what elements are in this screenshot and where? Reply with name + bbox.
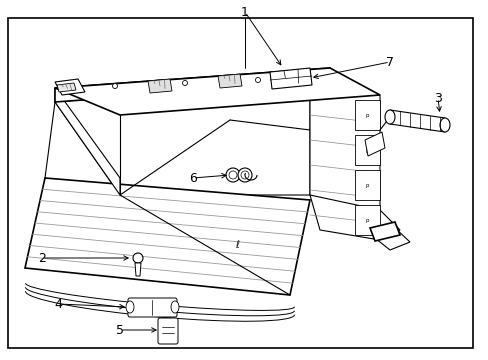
Circle shape [238, 168, 251, 182]
Ellipse shape [439, 118, 449, 132]
Polygon shape [55, 79, 85, 95]
Circle shape [112, 84, 117, 89]
Ellipse shape [171, 301, 179, 313]
Text: 4: 4 [54, 297, 62, 310]
Polygon shape [309, 195, 399, 240]
Polygon shape [25, 178, 309, 295]
Circle shape [133, 253, 142, 263]
Circle shape [182, 81, 187, 86]
Text: p: p [365, 183, 368, 188]
Polygon shape [55, 68, 329, 102]
Text: 5: 5 [116, 324, 124, 337]
Bar [354, 100, 379, 130]
Polygon shape [269, 68, 311, 89]
Polygon shape [57, 83, 76, 92]
Text: p: p [365, 148, 368, 153]
Ellipse shape [126, 301, 134, 313]
Circle shape [255, 77, 260, 82]
Circle shape [225, 168, 240, 182]
Polygon shape [135, 263, 141, 276]
Text: $\ell$: $\ell$ [235, 238, 240, 250]
Ellipse shape [384, 110, 394, 124]
Polygon shape [55, 88, 120, 195]
Text: 2: 2 [38, 252, 46, 265]
Polygon shape [369, 222, 399, 241]
Circle shape [228, 171, 237, 179]
Circle shape [241, 171, 248, 179]
FancyBboxPatch shape [128, 298, 177, 317]
Text: 3: 3 [433, 91, 441, 104]
Bar [354, 135, 379, 165]
Bar [354, 170, 379, 200]
Polygon shape [55, 68, 379, 115]
Polygon shape [55, 82, 309, 195]
Polygon shape [218, 74, 242, 88]
Polygon shape [364, 132, 384, 156]
Text: p: p [365, 217, 368, 222]
Polygon shape [309, 82, 379, 240]
Polygon shape [389, 110, 444, 132]
Text: 1: 1 [241, 5, 248, 18]
Text: 7: 7 [385, 55, 393, 68]
Text: 6: 6 [189, 171, 197, 185]
Polygon shape [148, 79, 172, 93]
FancyBboxPatch shape [158, 318, 178, 344]
Bar [354, 205, 379, 235]
Text: p: p [365, 113, 368, 117]
Polygon shape [374, 228, 409, 250]
